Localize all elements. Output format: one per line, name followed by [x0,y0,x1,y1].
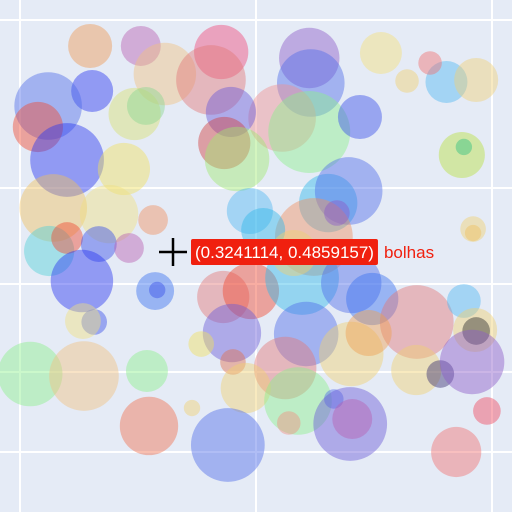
bubble-point-7[interactable] [276,49,345,117]
bubble-point-39[interactable] [114,233,144,263]
tooltip-background [191,239,378,266]
tooltip-coordinates: (0.3241114, 0.4859157) [195,243,374,262]
bubble-point-3[interactable] [279,27,340,89]
bubble-point-31[interactable] [299,173,358,233]
bubble-point-9[interactable] [454,57,499,102]
bubble-point-18[interactable] [337,94,382,140]
bubble-point-74[interactable] [332,399,373,439]
bubble-point-21[interactable] [30,123,104,197]
bubble-point-13[interactable] [14,72,82,140]
bubble-point-46[interactable] [346,272,399,326]
bubble-point-34[interactable] [324,200,350,226]
bubble-point-35[interactable] [460,216,486,242]
bubble-point-72[interactable] [324,389,344,409]
bubble-point-58[interactable] [81,309,108,335]
bubble-point-51[interactable] [379,285,454,359]
bubble-point-6[interactable] [176,45,246,115]
bubble-point-55[interactable] [148,281,166,299]
bubble-point-62[interactable] [253,336,317,400]
bubble-point-56[interactable] [318,321,384,387]
bubble-point-75[interactable] [119,396,179,456]
bubble-point-27[interactable] [19,174,88,242]
bubble-point-68[interactable] [125,350,168,392]
bubble-point-73[interactable] [313,387,388,461]
bubble-point-41[interactable] [136,272,175,310]
bubble-point-10[interactable] [418,51,442,75]
bubble-point-77[interactable] [276,411,301,435]
bubble-point-5[interactable] [133,42,197,106]
bubble-point-36[interactable] [24,225,75,277]
bubble-point-80[interactable] [464,224,482,242]
bubble-point-38[interactable] [80,226,117,262]
crosshair-tooltip: (0.3241114, 0.4859157) bolhas [159,238,434,267]
bubble-point-23[interactable] [198,116,251,170]
bubble-point-12[interactable] [71,69,114,112]
bubble-point-54[interactable] [462,317,490,345]
bubble-layer [0,23,505,482]
bubble-point-28[interactable] [79,184,139,244]
bubble-point-78[interactable] [431,426,482,478]
bubble-point-11[interactable] [395,69,419,93]
bubble-point-53[interactable] [453,307,498,353]
bubble-point-50[interactable] [273,301,339,367]
bubble-point-15[interactable] [248,84,316,152]
bubble-point-69[interactable] [220,362,271,414]
bubble-point-52[interactable] [446,284,481,318]
bubble-point-71[interactable] [183,399,201,417]
bubble-point-8[interactable] [425,61,468,104]
bubble-point-20[interactable] [126,87,165,125]
bubble-point-61[interactable] [220,349,246,375]
bubble-point-24[interactable] [204,126,270,192]
bubble-point-60[interactable] [188,331,215,357]
bubble-point-43[interactable] [222,262,280,320]
bubble-point-42[interactable] [197,270,250,324]
bubble-point-76[interactable] [190,408,265,482]
bubble-point-30[interactable] [226,187,273,235]
bubble-point-14[interactable] [108,87,161,141]
bubble-point-4[interactable] [359,32,402,74]
tooltip-series-label: bolhas [384,243,434,262]
bubble-point-45[interactable] [321,252,382,314]
bubble-point-26[interactable] [455,138,473,156]
bubble-point-19[interactable] [12,101,63,153]
bubble-point-49[interactable] [202,303,262,363]
bubble-point-64[interactable] [426,360,455,388]
bubble-point-59[interactable] [65,303,101,339]
bubble-point-22[interactable] [97,142,151,196]
bubble-point-70[interactable] [264,367,332,435]
bubble-point-1[interactable] [120,26,161,66]
bubble-point-17[interactable] [268,91,351,173]
bubble-point-67[interactable] [49,341,119,411]
bubble-point-65[interactable] [439,329,505,395]
bubble-point-66[interactable] [0,341,63,407]
bubble-point-79[interactable] [473,397,501,425]
bubble-point-25[interactable] [438,131,485,179]
bubble-point-2[interactable] [194,24,249,80]
bubble-point-40[interactable] [50,249,114,313]
bubble-point-29[interactable] [138,205,168,235]
bubble-point-37[interactable] [51,222,83,254]
bubble-point-32[interactable] [314,157,383,225]
bubble-point-0[interactable] [68,23,113,68]
bubble-point-57[interactable] [345,309,392,357]
bubble-point-63[interactable] [391,344,442,396]
bubble-point-16[interactable] [205,86,256,138]
